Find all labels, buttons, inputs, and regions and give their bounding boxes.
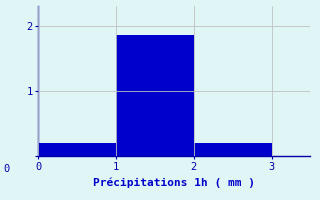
Bar bbox=[194, 143, 272, 156]
Text: 0: 0 bbox=[3, 164, 10, 174]
Bar bbox=[116, 35, 194, 156]
Bar bbox=[38, 143, 116, 156]
X-axis label: Précipitations 1h ( mm ): Précipitations 1h ( mm ) bbox=[93, 177, 255, 188]
